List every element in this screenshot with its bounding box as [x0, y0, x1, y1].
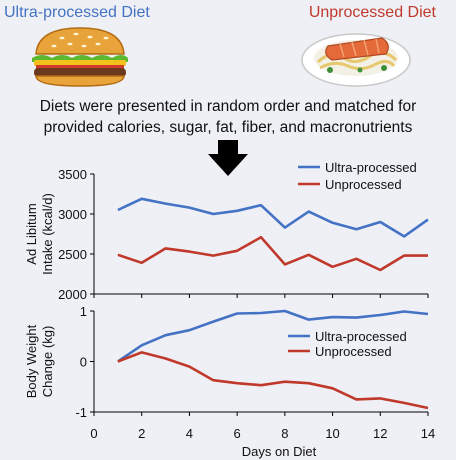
caption-line-1: Diets were presented in random order and…: [39, 98, 417, 115]
legend-label: Ultra-processed: [325, 160, 417, 175]
x-tick-label: 6: [234, 426, 241, 441]
down-arrow-icon: [208, 140, 248, 176]
burger-icon: [32, 27, 128, 87]
x-tick-label: 12: [373, 426, 387, 441]
y-axis-label-line2: Intake (kcal/d): [40, 193, 55, 275]
series-line-ultra-processed: [117, 197, 429, 238]
x-tick-label: 2: [138, 426, 145, 441]
y-axis-label-line2: Change (kg): [40, 326, 55, 398]
series-line-ultra-processed: [117, 309, 429, 363]
y-tick-label: 2000: [58, 287, 87, 302]
y-tick-label: 2500: [58, 247, 87, 262]
caption: Diets were presented in random order and…: [0, 96, 456, 138]
series-line-unprocessed: [117, 235, 428, 272]
x-tick-label: 8: [281, 426, 288, 441]
y-tick-label: 1: [80, 304, 87, 319]
y-tick-label: 3500: [58, 167, 87, 182]
y-tick-label: 0: [80, 355, 87, 370]
y-axis-label-line1: Ad Libitum: [24, 203, 39, 264]
caption-line-2: provided calories, sugar, fat, fiber, an…: [43, 119, 413, 136]
y-axis-label: Body WeightChange (kg): [24, 324, 55, 398]
y-tick-label: -1: [75, 405, 87, 420]
y-tick-label: 3000: [58, 207, 87, 222]
x-tick-label: 0: [90, 426, 97, 441]
series-line-unprocessed: [117, 351, 429, 410]
unprocessed-diet-title: Unprocessed Diet: [308, 4, 436, 21]
y-axis-label-line1: Body Weight: [24, 324, 39, 398]
legend-label: Unprocessed: [315, 344, 392, 359]
ultra-processed-diet-title: Ultra-processed Diet: [4, 4, 150, 21]
x-axis-label: Days on Diet: [242, 444, 317, 459]
x-tick-label: 4: [186, 426, 193, 441]
legend-label: Unprocessed: [325, 177, 402, 192]
salmon-plate-icon: [301, 33, 411, 87]
x-tick-label: 10: [325, 426, 339, 441]
y-axis-label: Ad LibitumIntake (kcal/d): [24, 193, 55, 275]
legend-label: Ultra-processed: [315, 329, 407, 344]
x-tick-label: 14: [421, 426, 435, 441]
